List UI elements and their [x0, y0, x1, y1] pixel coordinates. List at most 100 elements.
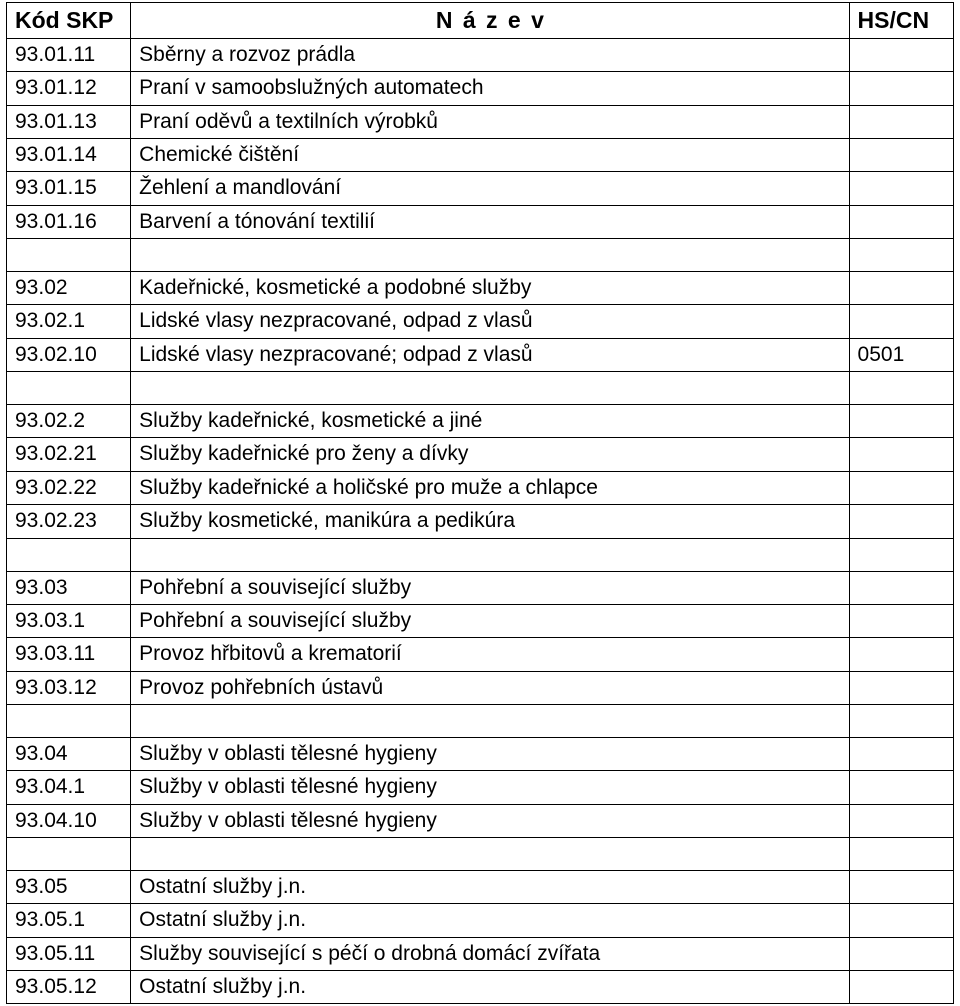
cell-name [131, 538, 849, 571]
table-row [7, 239, 954, 272]
cell-code: 93.04.10 [7, 804, 131, 837]
table-row [7, 538, 954, 571]
table-row: 93.01.15Žehlení a mandlování [7, 172, 954, 205]
cell-name: Služby v oblasti tělesné hygieny [131, 737, 849, 770]
cell-code: 93.05.12 [7, 970, 131, 1003]
table-row: 93.05.1Ostatní služby j.n. [7, 904, 954, 937]
cell-code: 93.03.1 [7, 604, 131, 637]
table-row: 93.05.12Ostatní služby j.n. [7, 970, 954, 1003]
cell-code: 93.02.22 [7, 471, 131, 504]
table-row: 93.03.12Provoz pohřebních ústavů [7, 671, 954, 704]
cell-code [7, 837, 131, 870]
cell-name: Žehlení a mandlování [131, 172, 849, 205]
cell-name: Služby kadeřnické a holičské pro muže a … [131, 471, 849, 504]
table-row [7, 704, 954, 737]
table-row: 93.02.1Lidské vlasy nezpracované, odpad … [7, 305, 954, 338]
cell-hs [849, 471, 953, 504]
cell-hs [849, 272, 953, 305]
cell-name: Služby v oblasti tělesné hygieny [131, 771, 849, 804]
table-row: 93.05Ostatní služby j.n. [7, 870, 954, 903]
cell-hs [849, 72, 953, 105]
cell-code: 93.01.15 [7, 172, 131, 205]
cell-name: Ostatní služby j.n. [131, 904, 849, 937]
cell-name: Služby kadeřnické, kosmetické a jiné [131, 405, 849, 438]
classification-table: Kód SKPN á z e vHS/CN93.01.11Sběrny a ro… [6, 2, 954, 1004]
cell-code: 93.02.1 [7, 305, 131, 338]
cell-name: Ostatní služby j.n. [131, 970, 849, 1003]
table-header-row: Kód SKPN á z e vHS/CN [7, 3, 954, 39]
cell-name: Barvení a tónování textilií [131, 205, 849, 238]
table-row: 93.01.13Praní oděvů a textilních výrobků [7, 105, 954, 138]
cell-hs [849, 804, 953, 837]
cell-code [7, 538, 131, 571]
table-row: 93.01.12Praní v samoobslužných automatec… [7, 72, 954, 105]
cell-hs [849, 937, 953, 970]
cell-name: Provoz hřbitovů a krematorií [131, 638, 849, 671]
table-row: 93.02.23Služby kosmetické, manikúra a pe… [7, 505, 954, 538]
cell-hs [849, 671, 953, 704]
table-row: 93.01.14Chemické čištění [7, 139, 954, 172]
cell-name: Chemické čištění [131, 139, 849, 172]
cell-name: Služby související s péčí o drobná domác… [131, 937, 849, 970]
cell-code: 93.05.11 [7, 937, 131, 970]
cell-hs [849, 904, 953, 937]
cell-hs [849, 638, 953, 671]
cell-name: Pohřební a související služby [131, 604, 849, 637]
cell-name: Kadeřnické, kosmetické a podobné služby [131, 272, 849, 305]
cell-code: 93.02.23 [7, 505, 131, 538]
cell-name: Služby v oblasti tělesné hygieny [131, 804, 849, 837]
header-hs: HS/CN [849, 3, 953, 39]
cell-hs [849, 737, 953, 770]
cell-code: 93.03.11 [7, 638, 131, 671]
cell-name: Provoz pohřebních ústavů [131, 671, 849, 704]
cell-hs [849, 172, 953, 205]
table-row: 93.03.11Provoz hřbitovů a krematorií [7, 638, 954, 671]
cell-hs [849, 604, 953, 637]
cell-hs [849, 305, 953, 338]
cell-code: 93.01.14 [7, 139, 131, 172]
cell-hs [849, 405, 953, 438]
cell-code: 93.01.13 [7, 105, 131, 138]
cell-name: Praní v samoobslužných automatech [131, 72, 849, 105]
cell-name [131, 704, 849, 737]
cell-code: 93.05.1 [7, 904, 131, 937]
cell-name: Služby kadeřnické pro ženy a dívky [131, 438, 849, 471]
cell-code: 93.04.1 [7, 771, 131, 804]
cell-code: 93.05 [7, 870, 131, 903]
header-name: N á z e v [131, 3, 849, 39]
table-row: 93.02Kadeřnické, kosmetické a podobné sl… [7, 272, 954, 305]
cell-code: 93.01.12 [7, 72, 131, 105]
cell-code: 93.01.16 [7, 205, 131, 238]
cell-code: 93.04 [7, 737, 131, 770]
table-row: 93.02.22Služby kadeřnické a holičské pro… [7, 471, 954, 504]
cell-hs [849, 372, 953, 405]
cell-code: 93.02 [7, 272, 131, 305]
cell-code [7, 372, 131, 405]
cell-code: 93.03.12 [7, 671, 131, 704]
cell-hs [849, 505, 953, 538]
table-row [7, 372, 954, 405]
cell-hs [849, 771, 953, 804]
cell-code [7, 239, 131, 272]
table-row: 93.01.11Sběrny a rozvoz prádla [7, 39, 954, 72]
table-row: 93.03Pohřební a související služby [7, 571, 954, 604]
cell-code [7, 704, 131, 737]
cell-code: 93.03 [7, 571, 131, 604]
table-row: 93.04.10Služby v oblasti tělesné hygieny [7, 804, 954, 837]
cell-hs [849, 105, 953, 138]
cell-code: 93.02.10 [7, 338, 131, 371]
table-row: 93.02.21Služby kadeřnické pro ženy a dív… [7, 438, 954, 471]
table-row: 93.04Služby v oblasti tělesné hygieny [7, 737, 954, 770]
cell-hs [849, 571, 953, 604]
cell-name [131, 372, 849, 405]
cell-name: Lidské vlasy nezpracované, odpad z vlasů [131, 305, 849, 338]
cell-hs [849, 870, 953, 903]
cell-hs: 0501 [849, 338, 953, 371]
cell-hs [849, 704, 953, 737]
table-row: 93.02.10Lidské vlasy nezpracované; odpad… [7, 338, 954, 371]
cell-code: 93.01.11 [7, 39, 131, 72]
cell-hs [849, 205, 953, 238]
table-row: 93.01.16Barvení a tónování textilií [7, 205, 954, 238]
cell-hs [849, 837, 953, 870]
cell-hs [849, 970, 953, 1003]
